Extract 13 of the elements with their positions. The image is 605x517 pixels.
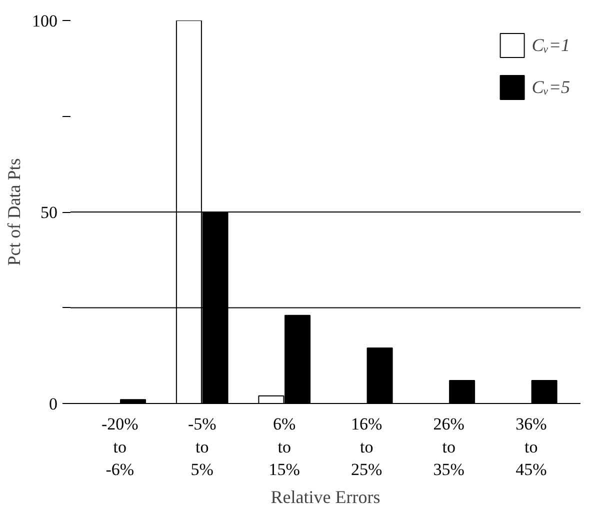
legend-label: Cᵥ=1: [532, 34, 570, 56]
x-tick-label: -20% to -6%: [101, 414, 138, 480]
y-tick-label: 0: [49, 394, 58, 414]
y-axis-title: Pct of Data Pts: [4, 158, 24, 266]
legend-label: Cᵥ=5: [532, 76, 570, 98]
y-tick-label: 50: [40, 203, 58, 222]
x-axis-title: Relative Errors: [270, 487, 380, 508]
x-tick-label: 16% to 25%: [351, 414, 382, 480]
x-tick-label: 36% to 45%: [516, 414, 547, 480]
x-tick-label: -5% to 5%: [188, 414, 216, 480]
x-tick-label: 26% to 35%: [433, 414, 464, 480]
x-tick-label: 6% to 15%: [268, 414, 300, 480]
y-tick-label: 100: [32, 12, 58, 30]
